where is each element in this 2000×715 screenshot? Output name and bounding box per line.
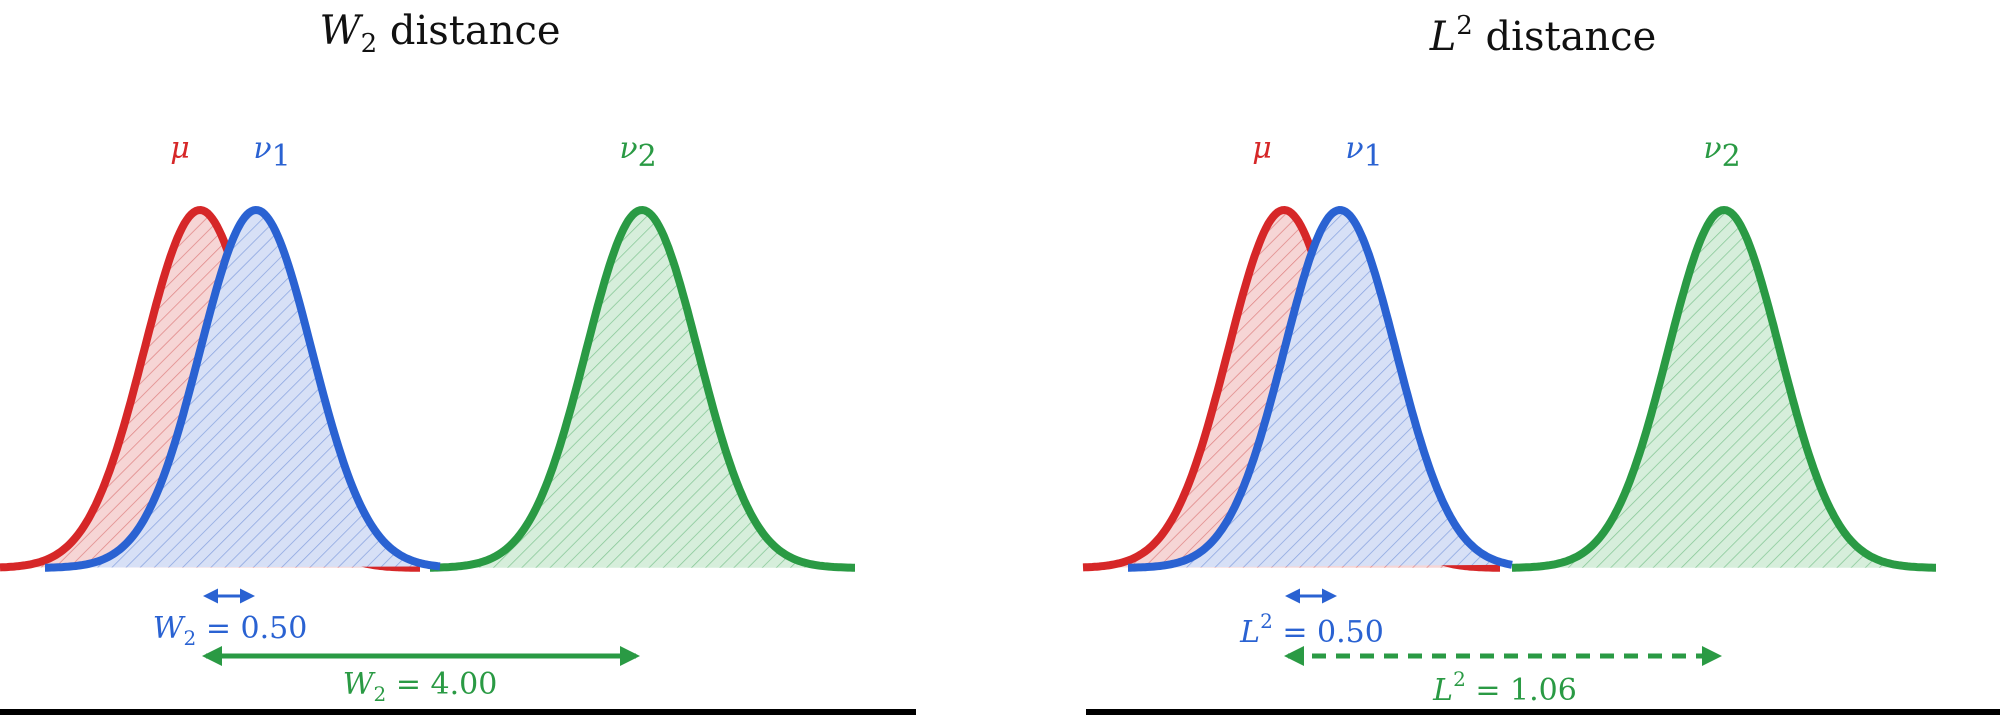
nu1-density-curve xyxy=(1128,205,1513,572)
nu2-label: ν2 xyxy=(1703,131,1740,174)
distance-label-nu1: L2 = 0.50 xyxy=(1239,609,1384,650)
nu1-label: ν1 xyxy=(1345,131,1382,174)
mu-label: μ xyxy=(170,131,190,166)
nu2-label: ν2 xyxy=(619,131,656,174)
panel-w2: W2 distance μ ν1 ν2 W2 = 0.50 W2 = 4.00 xyxy=(0,8,916,715)
panel-title: L2 distance xyxy=(1429,11,1657,60)
distance-label-nu1: W2 = 0.50 xyxy=(153,611,308,650)
nu1-density-curve xyxy=(45,205,441,572)
nu2-density-curve xyxy=(430,205,855,572)
panel-l2: L2 distance μ ν1 ν2 L2 = 0.50 L2 = 1.06 xyxy=(1082,11,2000,715)
distance-label-nu2: L2 = 1.06 xyxy=(1432,667,1577,708)
distance-label-nu2: W2 = 4.00 xyxy=(343,667,498,706)
nu1-label: ν1 xyxy=(253,131,290,174)
nu2-density-curve xyxy=(1512,205,1936,572)
panel-title: W2 distance xyxy=(319,8,560,59)
mu-label: μ xyxy=(1252,131,1272,166)
